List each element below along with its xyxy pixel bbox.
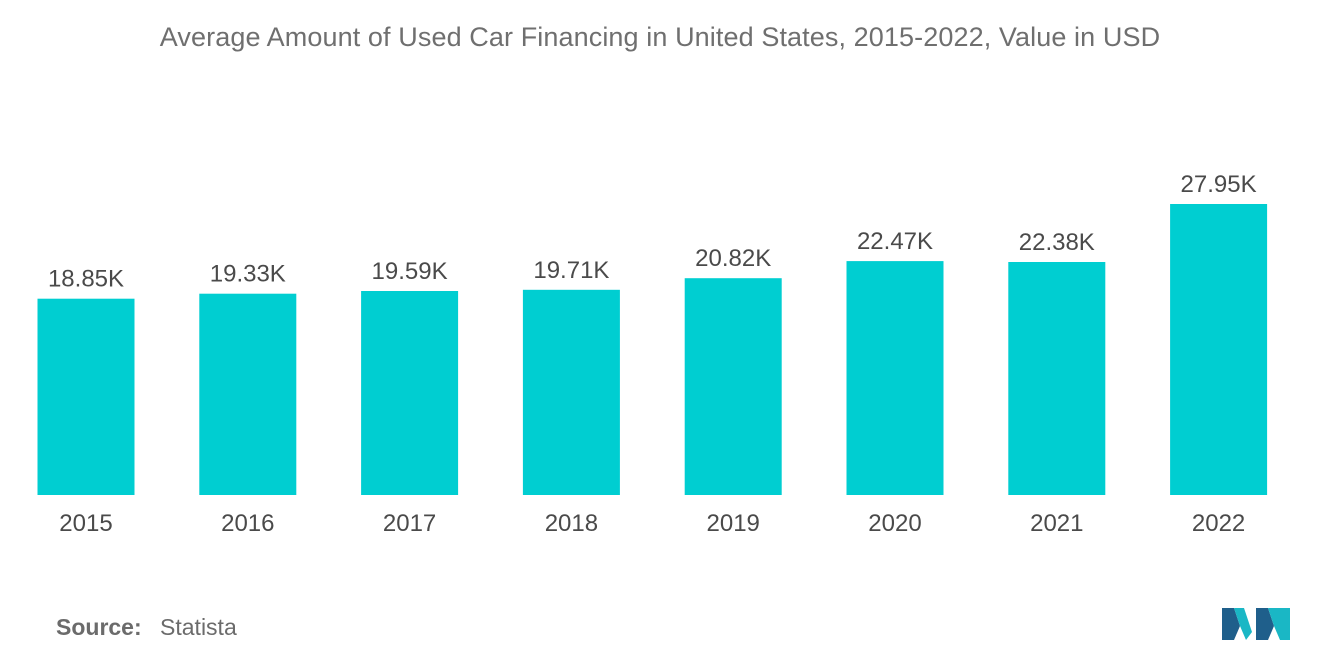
source-note: Source: Statista (56, 614, 237, 641)
bar-2017 (361, 291, 459, 495)
bar-2021 (1008, 262, 1106, 495)
bar-2019 (684, 278, 782, 495)
x-tick-labels-layer: 2015 2016 2017 2018 2019 2020 2021 2022 (59, 510, 1245, 537)
logo-shape-right-light (1268, 608, 1290, 640)
value-labels-layer: 18.85K 19.33K 19.59K 19.71K 20.82K 22.47K 22.3… (48, 171, 1257, 293)
chart-title: Average Amount of Used Car Financing in … (159, 22, 1161, 52)
value-label-2020: 22.47K (857, 228, 933, 255)
logo-shape-left-dark (1222, 608, 1240, 640)
bar-2022 (1170, 204, 1268, 495)
bar-2016 (199, 293, 297, 495)
x-tick-label-2019: 2019 (707, 510, 760, 537)
x-tick-label-2021: 2021 (1030, 510, 1083, 537)
value-label-2019: 20.82K (695, 245, 771, 272)
source-value: Statista (160, 614, 237, 640)
x-tick-label-2016: 2016 (221, 510, 274, 537)
bars-layer (37, 204, 1268, 495)
logo-shape-left-light (1234, 608, 1252, 640)
value-label-2017: 19.59K (372, 258, 448, 285)
x-tick-label-2015: 2015 (59, 510, 112, 537)
value-label-2015: 18.85K (48, 266, 124, 293)
value-label-2021: 22.38K (1019, 229, 1095, 256)
x-tick-label-2022: 2022 (1192, 510, 1245, 537)
source-label: Source: (56, 614, 142, 640)
bar-2018 (522, 289, 620, 495)
logo-shape-right-dark (1256, 608, 1274, 640)
bar-2015 (37, 298, 135, 495)
bar-2020 (846, 261, 944, 495)
x-tick-label-2020: 2020 (868, 510, 921, 537)
x-tick-label-2017: 2017 (383, 510, 436, 537)
value-label-2018: 19.71K (533, 257, 609, 284)
value-label-2016: 19.33K (210, 261, 286, 288)
value-label-2022: 27.95K (1181, 171, 1257, 198)
mordor-intelligence-logo-icon (1222, 608, 1290, 640)
bar-chart: 18.85K 19.33K 19.59K 19.71K 20.82K 22.47K 22.3… (37, 171, 1268, 537)
x-tick-label-2018: 2018 (545, 510, 598, 537)
